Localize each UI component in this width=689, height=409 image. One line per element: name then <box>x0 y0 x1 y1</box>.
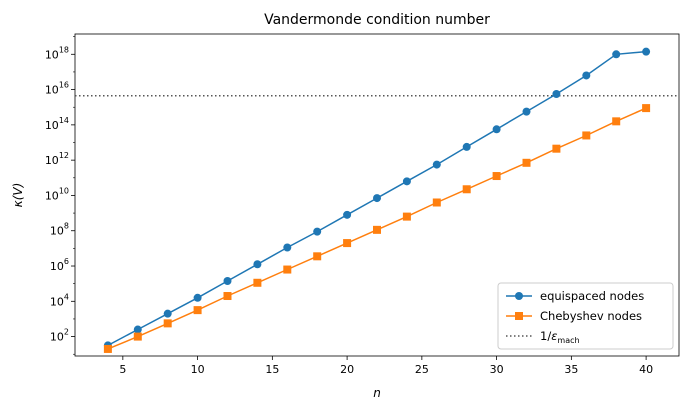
data-point-1 <box>432 160 441 169</box>
y-tick-label: 1014 <box>45 116 69 132</box>
data-point-2 <box>313 252 322 261</box>
y-tick-label: 1012 <box>45 151 69 167</box>
data-point-1 <box>133 325 142 334</box>
legend-label: equispaced nodes <box>540 289 644 303</box>
plot-area <box>75 47 679 353</box>
data-point-1 <box>462 142 471 151</box>
y-tick-label: 1010 <box>45 186 69 202</box>
data-point-1 <box>223 277 232 286</box>
x-tick-label: 30 <box>490 363 504 376</box>
data-point-2 <box>552 144 561 153</box>
chart-title: Vandermonde condition number <box>264 12 490 28</box>
data-point-1 <box>193 293 202 302</box>
data-point-2 <box>103 344 112 353</box>
data-point-2 <box>163 319 172 328</box>
x-tick-label: 5 <box>119 363 126 376</box>
legend-marker <box>515 292 523 300</box>
data-point-1 <box>492 125 501 134</box>
data-point-1 <box>163 309 172 318</box>
plot-frame <box>74 33 680 357</box>
x-tick-label: 35 <box>564 363 578 376</box>
data-point-2 <box>373 225 381 234</box>
x-tick-label: 10 <box>191 363 205 376</box>
data-point-1 <box>283 243 292 252</box>
legend-label: Chebyshev nodes <box>540 309 642 323</box>
y-axis-label: κ(V) <box>11 183 25 208</box>
x-tick-label: 20 <box>340 363 354 376</box>
data-point-1 <box>582 71 591 80</box>
data-point-2 <box>582 131 591 140</box>
y-tick-label: 1018 <box>45 45 69 61</box>
legend-box <box>497 282 674 350</box>
data-point-2 <box>402 212 411 221</box>
y-tick-label: 1016 <box>45 81 69 97</box>
y-tick-label: 108 <box>50 222 69 238</box>
data-point-2 <box>283 265 292 274</box>
data-point-1 <box>522 107 531 116</box>
x-axis-label: n <box>373 386 381 400</box>
data-point-2 <box>612 117 621 126</box>
data-point-1 <box>552 89 561 98</box>
data-point-1 <box>642 47 651 56</box>
data-point-2 <box>253 278 262 287</box>
legend-label: 1/εmach <box>540 329 580 345</box>
data-point-1 <box>373 194 381 203</box>
data-point-2 <box>642 104 651 113</box>
data-point-1 <box>402 177 411 186</box>
data-point-2 <box>492 172 501 181</box>
data-point-2 <box>223 292 232 301</box>
data-point-2 <box>432 198 441 207</box>
x-tick-label: 25 <box>415 363 429 376</box>
axes: 5 10 15 20 25 30 35 40 102 104 106 108 1010 1012 1014 1… <box>45 33 680 376</box>
legend: equispaced nodes Chebyshev nodes 1/εmach <box>497 282 674 350</box>
y-tick-label: 104 <box>50 292 69 308</box>
data-point-2 <box>343 239 352 248</box>
data-point-2 <box>193 306 202 315</box>
y-tick-label: 106 <box>50 257 69 273</box>
data-point-1 <box>253 260 262 269</box>
x-tick-label: 15 <box>265 363 279 376</box>
data-point-2 <box>462 185 471 194</box>
legend-marker <box>515 312 523 320</box>
data-point-2 <box>522 158 531 167</box>
y-tick-label: 102 <box>50 328 69 344</box>
data-point-1 <box>343 210 352 219</box>
data-point-1 <box>612 50 621 59</box>
x-tick-label: 40 <box>639 363 653 376</box>
data-point-2 <box>133 332 142 341</box>
data-point-1 <box>313 227 322 236</box>
